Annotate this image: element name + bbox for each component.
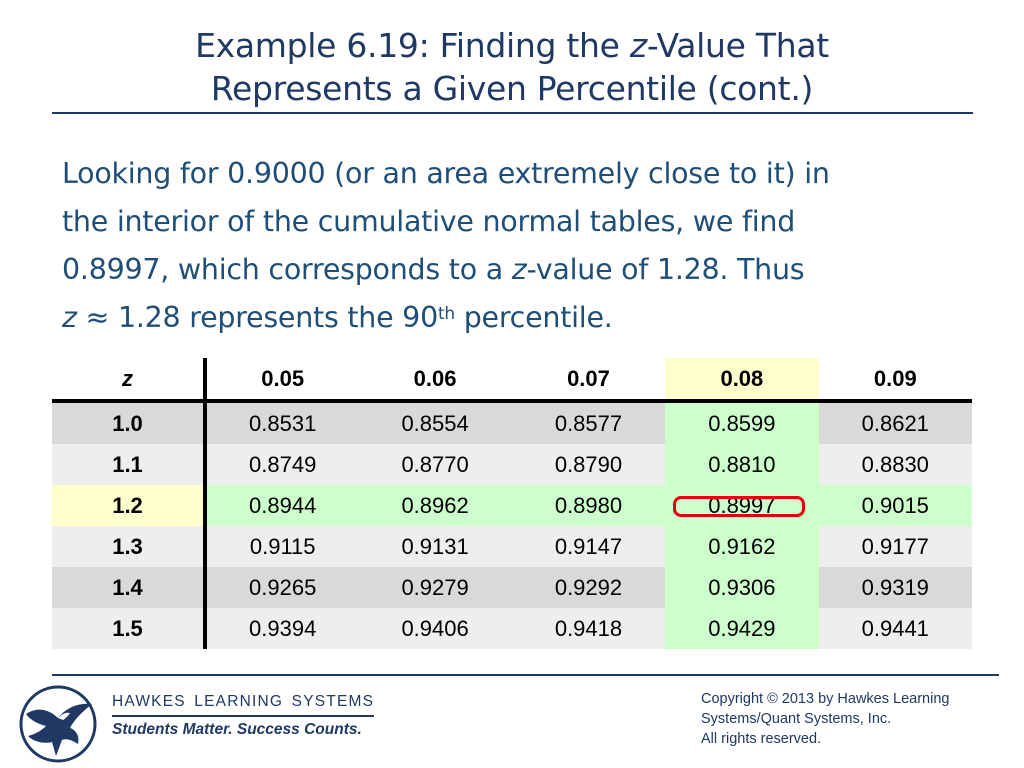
table-cell: 0.9265 (205, 567, 359, 608)
header-z: z (52, 358, 207, 403)
table-cell: 0.9394 (205, 608, 359, 649)
column-header-highlighted: 0.08 (665, 358, 819, 403)
title-z-symbol: z (629, 26, 647, 65)
body-paragraph: Looking for 0.9000 (or an area extremely… (62, 150, 962, 342)
body-line-3: 0.8997, which corresponds to a z-value o… (62, 246, 962, 294)
copyright-line: Systems/Quant Systems, Inc. (701, 711, 892, 727)
table-row: 1.2 0.8944 0.8962 0.8980 0.8997 0.9015 (52, 485, 972, 526)
table-cell: 0.9429 (665, 608, 819, 649)
row-header-z: 1.0 (52, 401, 207, 444)
row-header-z: 1.5 (52, 608, 207, 649)
table-cell: 0.9292 (511, 567, 666, 608)
table-cell: 0.8749 (205, 444, 359, 485)
row-header-z: 1.4 (52, 567, 207, 608)
cumulative-normal-table: z 0.05 0.06 0.07 0.08 0.09 1.0 0.8531 0.85… (52, 358, 972, 649)
title-text: Example 6.19: Finding the (195, 26, 630, 65)
target-cell: 0.8997 (665, 485, 819, 526)
footer-divider (52, 674, 999, 676)
title-line-1: Example 6.19: Finding the z-Value That (0, 24, 1024, 67)
body-line-2: the interior of the cumulative normal ta… (62, 205, 796, 238)
table-row: 1.5 0.9394 0.9406 0.9418 0.9429 0.9441 (52, 608, 972, 649)
table-cell: 0.9177 (818, 526, 972, 567)
table-cell: 0.9441 (818, 608, 972, 649)
table-cell: 0.8770 (358, 444, 512, 485)
row-header-z: 1.2 (52, 485, 207, 526)
column-header: 0.07 (511, 358, 666, 403)
row-header-z: 1.1 (52, 444, 207, 485)
body-z-symbol: z (62, 301, 77, 334)
table-cell: 0.8944 (205, 485, 359, 526)
table-cell: 0.8599 (665, 401, 819, 444)
table-row: 1.4 0.9265 0.9279 0.9292 0.9306 0.9319 (52, 567, 972, 608)
column-header: 0.09 (818, 358, 972, 403)
copyright-line: Copyright © 2013 by Hawkes Learning (701, 691, 950, 707)
body-line-1: Looking for 0.9000 (or an area extremely… (62, 157, 830, 190)
table-cell: 0.8980 (511, 485, 666, 526)
table-cell: 0.9306 (665, 567, 819, 608)
table-cell: 0.8830 (818, 444, 972, 485)
copyright-notice: Copyright © 2013 by Hawkes Learning Syst… (701, 689, 1011, 749)
table-cell: 0.9406 (358, 608, 512, 649)
table-cell: 0.9131 (358, 526, 512, 567)
table-cell: 0.9147 (511, 526, 666, 567)
table-cell: 0.8810 (665, 444, 819, 485)
body-text: 0.8997, which corresponds to a (62, 253, 512, 286)
eagle-logo-icon (19, 685, 97, 763)
body-text: ≈ 1.28 represents the 90 (76, 301, 439, 334)
slide-title: Example 6.19: Finding the z-Value That R… (0, 24, 1024, 110)
table-cell: 0.9015 (818, 485, 972, 526)
company-name: HAWKES LEARNING SYSTEMS (112, 693, 375, 710)
table-row: 1.3 0.9115 0.9131 0.9147 0.9162 0.9177 (52, 526, 972, 567)
title-divider (52, 112, 973, 114)
table-cell: 0.9115 (205, 526, 359, 567)
column-header: 0.05 (205, 358, 359, 403)
table-cell: 0.8531 (205, 401, 359, 444)
row-header-z: 1.3 (52, 526, 207, 567)
table-cell: 0.8790 (511, 444, 666, 485)
title-line-2: Represents a Given Percentile (cont.) (210, 69, 814, 108)
target-highlight-box (673, 495, 805, 517)
table-row: 1.1 0.8749 0.8770 0.8790 0.8810 0.8830 (52, 444, 972, 485)
body-line-4: z ≈ 1.28 represents the 90th percentile. (62, 294, 962, 342)
table-cell: 0.9162 (665, 526, 819, 567)
table-cell: 0.8577 (511, 401, 666, 444)
table-cell: 0.9319 (818, 567, 972, 608)
column-header: 0.06 (358, 358, 512, 403)
table-header-row: z 0.05 0.06 0.07 0.08 0.09 (52, 358, 972, 403)
table-row: 1.0 0.8531 0.8554 0.8577 0.8599 0.8621 (52, 401, 972, 444)
company-tagline: Students Matter. Success Counts. (112, 721, 362, 738)
table-cell: 0.8621 (818, 401, 972, 444)
body-text: percentile. (454, 301, 613, 334)
table-cell: 0.9279 (358, 567, 512, 608)
title-text: -Value That (646, 26, 829, 65)
table-cell: 0.9418 (511, 608, 666, 649)
table-cell: 0.8962 (358, 485, 512, 526)
body-text: -value of 1.28. Thus (526, 253, 805, 286)
table-cell: 0.8554 (358, 401, 512, 444)
body-z-symbol: z (511, 253, 527, 286)
copyright-line: All rights reserved. (701, 731, 822, 747)
ordinal-superscript: th (437, 304, 455, 324)
target-cell-wrapper: 0.8997 (665, 493, 818, 519)
company-underline (112, 715, 374, 717)
